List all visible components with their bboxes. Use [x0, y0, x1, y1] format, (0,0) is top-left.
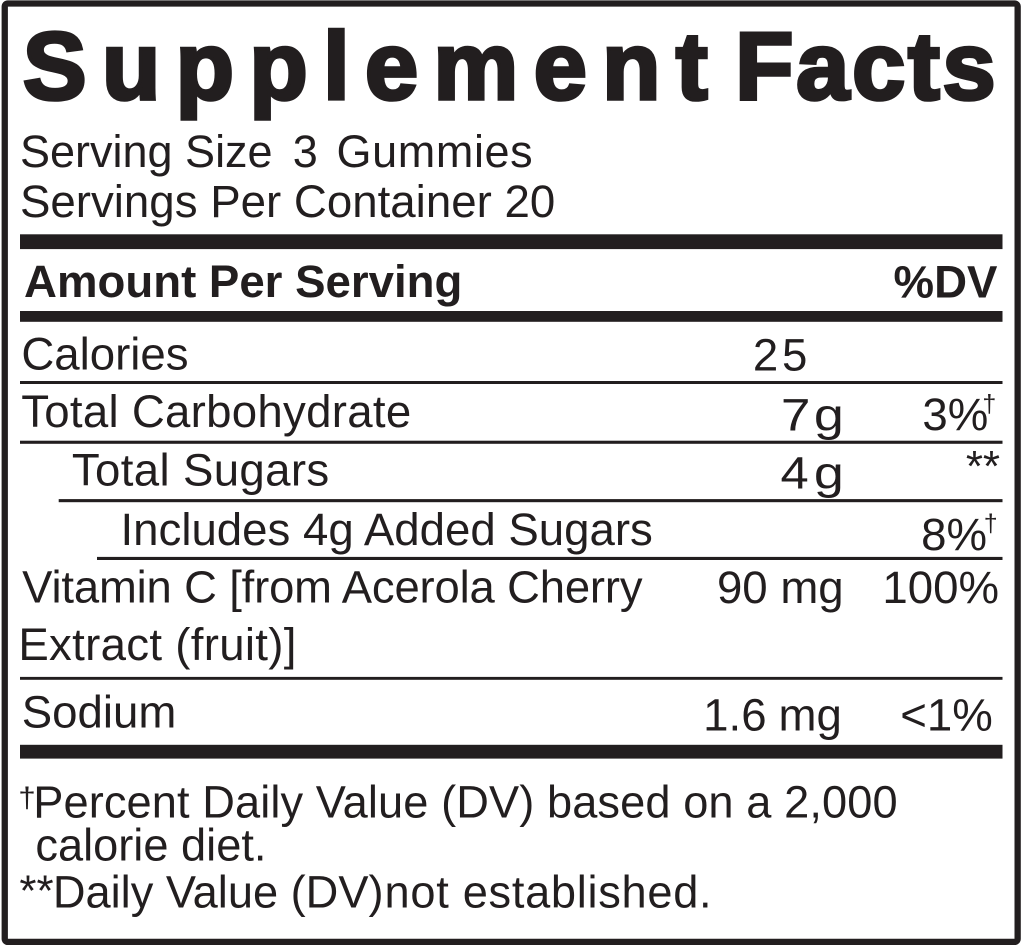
svg-text:8%: 8% — [921, 509, 987, 560]
svg-text:Supplement: Supplement — [23, 14, 723, 120]
svg-text:%DV: %DV — [894, 257, 998, 308]
svg-text:<1%: <1% — [900, 689, 993, 740]
svg-text:Vitamin C [from Acerola Cherry: Vitamin C [from Acerola Cherry — [22, 562, 643, 613]
svg-text:Total Sugars: Total Sugars — [72, 445, 330, 496]
svg-text:calorie diet.: calorie diet. — [35, 819, 266, 870]
svg-text:Sodium: Sodium — [22, 686, 177, 737]
svg-text:mg: mg — [779, 689, 842, 740]
svg-text:g: g — [814, 390, 844, 441]
svg-text:g: g — [814, 447, 844, 498]
svg-text:Calories: Calories — [21, 329, 188, 380]
svg-text:100%: 100% — [882, 562, 999, 613]
svg-text:not established.: not established. — [385, 867, 713, 918]
svg-text:Total Carbohydrate: Total Carbohydrate — [21, 386, 411, 437]
svg-text:†: † — [984, 510, 998, 538]
svg-text:Serving Size: Serving Size — [20, 126, 273, 177]
svg-text:1.6: 1.6 — [703, 689, 766, 740]
svg-text:Facts: Facts — [735, 14, 998, 120]
svg-text:25: 25 — [753, 330, 811, 381]
svg-text:4: 4 — [780, 447, 808, 498]
svg-text:3: 3 — [293, 126, 318, 177]
svg-text:Daily Value (DV): Daily Value (DV) — [53, 867, 384, 918]
svg-text:Servings Per Container 20: Servings Per Container 20 — [20, 176, 555, 227]
svg-text:**: ** — [966, 442, 1000, 491]
svg-text:Extract (fruit)]: Extract (fruit)] — [18, 619, 296, 670]
svg-text:7: 7 — [781, 390, 811, 441]
svg-text:Amount Per Serving: Amount Per Serving — [24, 256, 462, 307]
svg-text:†: † — [18, 783, 35, 815]
svg-text:†: † — [982, 390, 996, 418]
svg-text:**: ** — [19, 866, 53, 915]
svg-text:90 mg: 90 mg — [717, 562, 844, 613]
svg-text:3%: 3% — [922, 389, 988, 440]
svg-text:Percent Daily Value (DV) based: Percent Daily Value (DV) based on a 2,00… — [33, 776, 897, 827]
svg-text:Includes 4g Added Sugars: Includes 4g Added Sugars — [121, 504, 653, 555]
svg-text:Gummies: Gummies — [337, 126, 534, 177]
